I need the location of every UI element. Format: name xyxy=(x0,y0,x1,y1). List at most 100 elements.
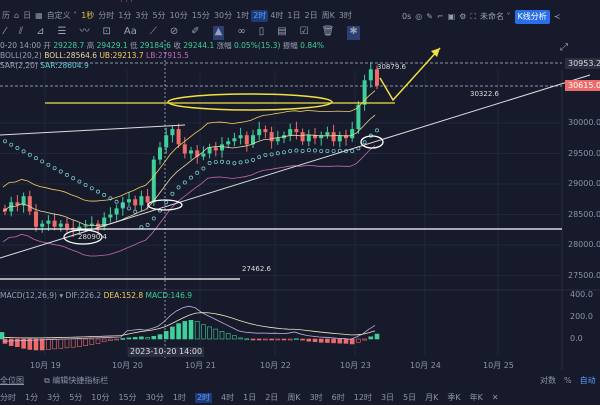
fullscreen-icon[interactable]: ⛶ xyxy=(470,12,476,21)
tab-8[interactable]: 3分 xyxy=(135,11,149,20)
high-line-price-label: 30953.2 xyxy=(565,58,600,69)
tab-3[interactable]: ▦ xyxy=(35,11,43,20)
timeframe-9[interactable]: 4时 xyxy=(221,393,235,402)
timeframe-11[interactable]: 2日 xyxy=(265,393,279,402)
boll-info: BOLL(20,2) BOLL:28564.6 UB:29213.7 LB:27… xyxy=(0,51,189,60)
tab-7[interactable]: 1分 xyxy=(118,11,132,20)
tab-14[interactable]: 2时 xyxy=(251,10,269,22)
sar-dot xyxy=(275,151,280,156)
line-tool-icon[interactable]: ⁄ xyxy=(4,26,6,37)
tab-16[interactable]: 1日 xyxy=(287,11,301,20)
magnet-icon[interactable]: ⊘ xyxy=(169,26,179,37)
timeframe-17[interactable]: 5日 xyxy=(403,393,417,402)
eye-icon[interactable]: ∞ xyxy=(237,26,246,37)
sar-dot xyxy=(34,156,38,161)
share-icon[interactable]: ≺ xyxy=(553,12,561,21)
settings-draw-icon[interactable]: ✱ xyxy=(347,26,360,40)
seconds-button[interactable]: 0s xyxy=(402,12,412,21)
candle xyxy=(375,69,379,86)
fib-tool-icon[interactable]: ☰ xyxy=(57,26,67,37)
macd-bar xyxy=(70,338,76,348)
edit-quick-indicator[interactable]: ⧉ 编辑快捷指标栏 xyxy=(44,376,109,385)
box-tool-icon[interactable]: ⊡ xyxy=(102,26,111,37)
timeframe-2[interactable]: 3分 xyxy=(47,393,61,402)
sar-dot xyxy=(189,175,193,180)
timeframe-13[interactable]: 3时 xyxy=(309,393,323,402)
candle xyxy=(238,135,243,139)
tab-13[interactable]: 1时 xyxy=(236,11,250,20)
text-tool-icon[interactable]: Aa xyxy=(123,26,137,37)
tab-10[interactable]: 10分 xyxy=(169,11,188,20)
tab-15[interactable]: 4时 xyxy=(270,11,284,20)
sar-dot xyxy=(27,152,32,157)
timeframe-1[interactable]: 1分 xyxy=(25,393,39,402)
timeframe-8[interactable]: 2时 xyxy=(194,393,213,403)
macd-bar xyxy=(219,330,225,340)
tab-18[interactable]: 周K xyxy=(321,11,335,20)
channel-tool-icon[interactable]: ⫽ xyxy=(18,26,24,37)
sar-dot xyxy=(375,128,379,133)
k-analysis-button[interactable]: K线分析 xyxy=(514,10,550,24)
sar-dot xyxy=(213,160,218,164)
candle xyxy=(269,132,274,142)
candle xyxy=(120,202,125,209)
tab-17[interactable]: 2日 xyxy=(304,11,318,20)
timeframe-14[interactable]: 6时 xyxy=(331,393,345,402)
sar-dot xyxy=(77,179,82,184)
candle xyxy=(89,223,94,226)
sar-dot xyxy=(176,185,181,190)
timeframe-20[interactable]: 年K xyxy=(469,393,483,402)
crop-icon[interactable]: ⌐ xyxy=(436,12,444,21)
tab-4[interactable]: 自定义 ˅ xyxy=(46,11,78,20)
trash-icon[interactable]: 🗑 xyxy=(321,26,335,37)
ruler-icon[interactable]: ✐ xyxy=(191,26,200,37)
timeframe-5[interactable]: 15分 xyxy=(118,393,137,402)
layers-icon[interactable]: ▤ xyxy=(277,26,287,37)
timeframe-7[interactable]: 1时 xyxy=(172,393,186,402)
pen-icon[interactable]: ✎ xyxy=(426,12,433,21)
tab-12[interactable]: 30分 xyxy=(213,11,233,20)
cloud-save[interactable]: 未命名 ˅ xyxy=(480,12,511,21)
log-scale[interactable]: 对数 xyxy=(540,376,556,385)
timeframe-4[interactable]: 10分 xyxy=(91,393,110,402)
timeframe-19[interactable]: 季K xyxy=(447,393,461,402)
timeframe-15[interactable]: 12时 xyxy=(353,393,372,402)
auto-scale[interactable]: 自动 xyxy=(579,376,596,385)
sar-dot xyxy=(257,155,262,160)
timeframe-6[interactable]: 30分 xyxy=(145,393,164,402)
boll-upper-line xyxy=(2,90,376,202)
timeframe-10[interactable]: 1日 xyxy=(243,393,257,402)
bottom-bar: 全位图 ⧉ 编辑快捷指标栏 xyxy=(0,376,108,386)
tab-1[interactable]: ⌂ xyxy=(14,11,20,20)
tab-11[interactable]: 15分 xyxy=(191,11,210,20)
tab-9[interactable]: 5分 xyxy=(152,11,166,20)
percent-scale[interactable]: % xyxy=(564,376,572,385)
tab-19[interactable]: 3时 xyxy=(338,11,352,20)
sar-dot xyxy=(71,176,76,181)
angle-tool-icon[interactable]: ⊿ xyxy=(36,26,45,37)
lock-icon[interactable]: ▲ xyxy=(212,26,225,40)
timeframe-0[interactable]: 分时 xyxy=(0,393,16,402)
timeframe-3[interactable]: 5分 xyxy=(69,393,83,402)
tab-5[interactable]: 1秒 xyxy=(81,11,95,20)
tab-0[interactable]: 历 xyxy=(2,11,10,20)
date-tick: 10月 21 xyxy=(185,361,216,370)
timeframe-12[interactable]: 周K xyxy=(287,393,301,402)
brush-tool-icon[interactable]: ⟋ xyxy=(149,26,157,37)
timeframe-21[interactable]: ✕ xyxy=(491,393,499,402)
wave-tool-icon[interactable]: 〰 xyxy=(79,26,90,37)
edit-icon[interactable]: ☑ xyxy=(299,26,309,37)
date-tick: 10月 22 xyxy=(260,361,291,370)
camera-icon[interactable]: ◎ xyxy=(415,12,423,21)
expand-icon[interactable]: ⤢ xyxy=(560,42,568,53)
candle xyxy=(226,141,231,145)
timeframe-16[interactable]: 3日 xyxy=(380,393,395,402)
tab-6[interactable]: 分时 xyxy=(98,11,115,20)
layout-icon[interactable]: ▣ xyxy=(447,12,456,21)
position-link[interactable]: 全位图 xyxy=(0,376,24,385)
timeframe-18[interactable]: 月K xyxy=(425,393,439,402)
tab-2[interactable]: 日 xyxy=(23,11,32,20)
clipboard-icon[interactable]: ▯ xyxy=(258,26,265,37)
settings-icon[interactable]: ⚙ xyxy=(459,12,467,21)
